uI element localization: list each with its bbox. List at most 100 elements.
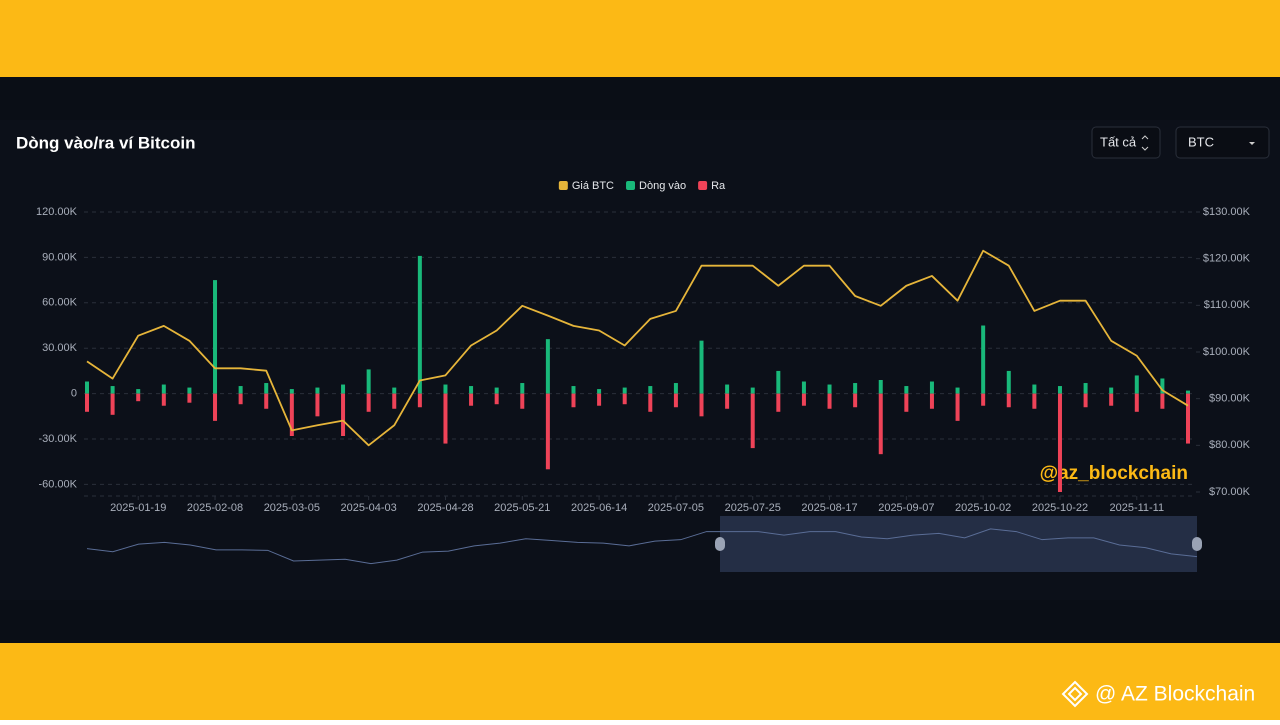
bar	[494, 393, 499, 405]
bar	[469, 393, 474, 406]
bar	[904, 393, 909, 412]
bar	[1160, 378, 1165, 394]
bar	[648, 393, 653, 412]
bar	[366, 369, 371, 394]
bar	[417, 393, 422, 408]
bar	[469, 386, 474, 394]
bar	[904, 386, 909, 394]
bar	[187, 387, 192, 394]
brand-logo	[1061, 680, 1089, 708]
bar	[85, 393, 89, 412]
chart-title: Dòng vào/ra ví Bitcoin	[16, 133, 195, 152]
bar	[520, 393, 525, 409]
bar	[264, 383, 269, 394]
bar	[1006, 370, 1011, 394]
bar	[648, 386, 653, 394]
bar	[1032, 393, 1037, 409]
legend-swatch	[698, 181, 708, 190]
bar	[955, 393, 960, 421]
x-tick-label: 2025-06-14	[571, 502, 627, 514]
bar	[673, 383, 678, 394]
bar	[545, 393, 550, 470]
price-line	[86, 249, 1189, 447]
bar	[238, 386, 243, 394]
bar	[1083, 383, 1088, 394]
x-tick-label: 2025-04-28	[417, 502, 473, 514]
bar	[161, 393, 166, 406]
bar	[725, 384, 730, 394]
y-tick-label: 60.00K	[42, 297, 78, 309]
x-tick-label: 2025-02-08	[187, 502, 243, 514]
bar	[699, 340, 704, 394]
bar	[545, 339, 550, 394]
bar	[571, 393, 576, 408]
bar	[981, 393, 986, 406]
y2-tick-label: $130.00K	[1203, 206, 1251, 218]
bar	[929, 381, 934, 394]
bar	[673, 393, 678, 408]
bar	[187, 393, 192, 403]
bar	[1083, 393, 1088, 408]
y-tick-label: 0	[71, 388, 77, 400]
bar	[725, 393, 730, 409]
bar	[776, 393, 781, 412]
watermark: @az_blockchain	[1040, 463, 1188, 484]
bar	[417, 255, 422, 394]
bar	[571, 386, 576, 394]
bar	[443, 384, 448, 394]
bar	[213, 393, 218, 421]
bar	[366, 393, 371, 412]
legend: Giá BTC Dòng vào Ra	[558, 180, 726, 192]
bar	[289, 393, 294, 436]
bar	[750, 387, 755, 394]
bar	[161, 384, 166, 394]
bar	[1057, 386, 1062, 394]
bar	[827, 384, 832, 394]
button-label: Tất cả	[1100, 134, 1137, 149]
bar	[597, 393, 602, 406]
navigator-handle[interactable]	[715, 537, 725, 551]
bar	[494, 387, 499, 394]
navigator-selection[interactable]	[720, 516, 1197, 572]
bar	[443, 393, 448, 444]
bar	[110, 386, 115, 394]
bar	[341, 393, 346, 436]
bar	[776, 370, 781, 394]
asset-select[interactable]: BTC	[1175, 126, 1270, 159]
select-label: BTC	[1188, 134, 1214, 149]
x-tick-label: 2025-11-11	[1109, 502, 1164, 514]
bar	[955, 387, 960, 394]
top-band	[0, 0, 1280, 77]
y2-tick-label: $100.00K	[1203, 346, 1251, 358]
bar	[801, 393, 806, 406]
bar	[853, 393, 858, 408]
range-button[interactable]: Tất cả	[1091, 126, 1161, 159]
bar	[929, 393, 934, 409]
brand-text: @ AZ Blockchain	[1095, 683, 1255, 706]
y-tick-label: -30.00K	[38, 433, 77, 445]
bar	[136, 389, 141, 394]
bar	[1134, 393, 1139, 412]
bar	[213, 280, 218, 394]
x-tick-label: 2025-05-21	[494, 502, 550, 514]
bar	[520, 383, 525, 394]
y2-tick-label: $70.00K	[1209, 486, 1251, 498]
x-tick-label: 2025-08-17	[801, 502, 857, 514]
y-tick-label: 90.00K	[42, 251, 78, 263]
bar	[1186, 393, 1190, 444]
bar	[1134, 375, 1139, 394]
bar	[699, 393, 704, 417]
y-tick-label: -60.00K	[38, 478, 77, 490]
navigator-handle[interactable]	[1192, 537, 1202, 551]
x-tick-label: 2025-10-02	[955, 502, 1011, 514]
y2-tick-label: $80.00K	[1209, 439, 1251, 451]
bar	[1006, 393, 1011, 408]
bar	[622, 387, 627, 394]
x-tick-label: 2025-09-07	[878, 502, 934, 514]
bar	[878, 380, 883, 394]
y2-tick-label: $110.00K	[1204, 299, 1251, 311]
bar	[264, 393, 269, 409]
bar	[110, 393, 115, 415]
legend-swatch	[558, 181, 568, 190]
